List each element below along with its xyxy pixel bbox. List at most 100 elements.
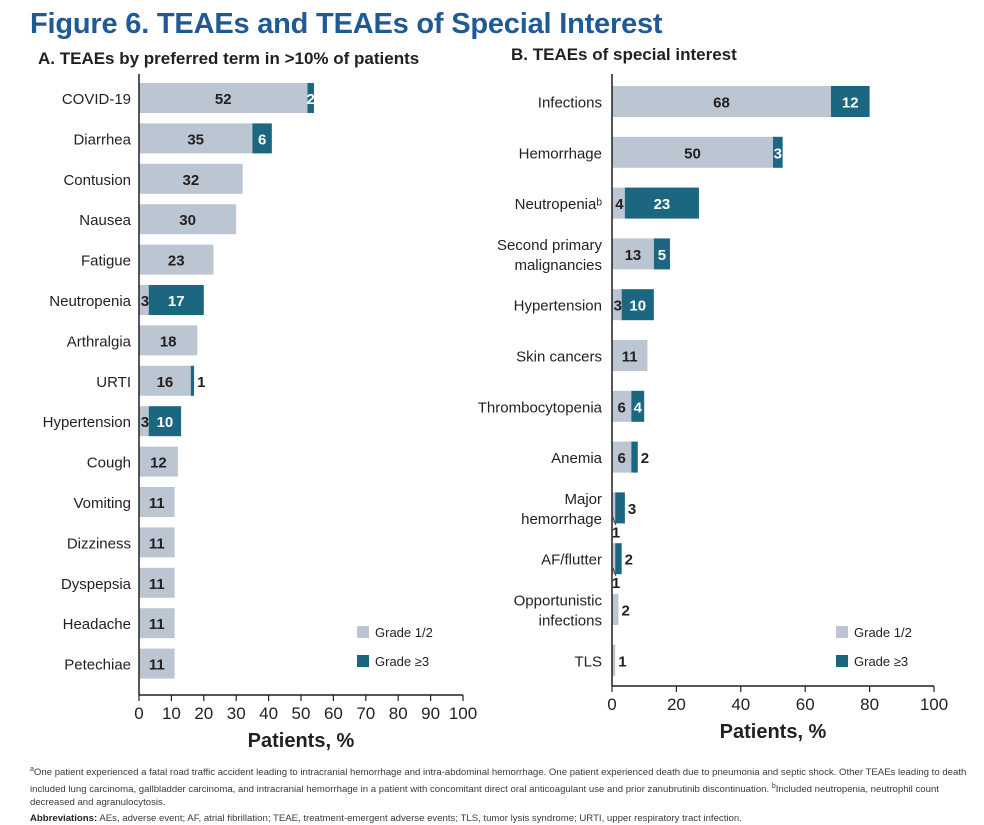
x-tick-label: 40 (731, 695, 750, 714)
bar-row: Contusion 32 (63, 163, 243, 194)
bar-grade3 (615, 543, 622, 575)
legend: Grade 1/2 Grade ≥3 (357, 625, 433, 669)
bar-row: Dizziness 11 (67, 527, 175, 558)
category-label: Nausea (79, 212, 131, 229)
bar-grade12 (612, 492, 616, 524)
x-tick-label: 60 (796, 695, 815, 714)
value-label-grade12: 11 (149, 616, 165, 633)
value-label-grade12: 18 (160, 333, 177, 350)
bar-row: Petechiae 11 (64, 648, 175, 679)
value-label-grade12: 3 (141, 293, 149, 310)
legend-label-grade12: Grade 1/2 (375, 625, 433, 640)
bar-row: Fatigue 23 (81, 244, 214, 275)
value-label-grade12: 4 (615, 196, 624, 213)
bar-grade12 (612, 644, 616, 676)
bar-row: Nausea 30 (79, 204, 237, 235)
bar-grade12 (139, 204, 237, 235)
value-label-grade3: 10 (629, 298, 646, 315)
category-label: Major hemorrhage (521, 491, 602, 528)
bar-grade3 (773, 136, 783, 168)
leader-line (612, 568, 617, 577)
bar-row: Vomiting 11 (73, 487, 175, 517)
bar-grade3 (830, 86, 870, 117)
figure-charts: A. TEAEs by preferred term in >10% of pa… (38, 45, 948, 752)
category-label: Neutropeniaᵇ (515, 196, 603, 213)
value-label-grade3: 2 (625, 552, 633, 569)
legend-label-grade3: Grade ≥3 (854, 654, 908, 669)
bar-row: Skin cancers 11 (516, 340, 648, 371)
legend-swatch-grade12 (357, 626, 369, 638)
abbreviations-text: AEs, adverse event; AF, atrial fibrillat… (99, 812, 742, 824)
bar-grade12 (139, 244, 214, 275)
category-label: Neutropenia (49, 293, 131, 310)
value-label-grade12: 12 (150, 455, 167, 472)
value-label-grade12: 50 (684, 145, 701, 162)
value-label-grade12: 68 (713, 95, 730, 112)
panel-a-chart: A. TEAEs by preferred term in >10% of pa… (38, 49, 477, 752)
bar-grade12 (139, 325, 198, 356)
value-label-grade12: 30 (179, 212, 196, 229)
x-tick-label: 60 (324, 704, 343, 723)
bar-grade12 (139, 527, 175, 558)
figure-title: Figure 6. TEAEs and TEAEs of Special Int… (30, 8, 663, 40)
bar-row: Opportunistic infections 2 (514, 593, 630, 630)
value-label-grade3: 4 (634, 399, 643, 416)
bar-grade12 (139, 123, 253, 154)
footnote-b-text: Included neutropenia, neutrophil count d… (30, 783, 939, 809)
value-label-grade12: 6 (617, 450, 625, 467)
value-label-grade12: 23 (168, 253, 185, 270)
leader-line (612, 517, 617, 526)
bar-grade3 (631, 390, 645, 422)
x-tick-label: 10 (162, 704, 181, 723)
value-label-grade12: 32 (182, 172, 199, 189)
category-label: Hemorrhage (519, 145, 602, 162)
x-tick-label: 80 (860, 695, 879, 714)
panel-b-chart: B. TEAEs of special interest Infections 6… (478, 45, 948, 743)
bar-grade12 (612, 86, 831, 117)
bar-row: Neutropenia 3 17 (49, 285, 204, 315)
category-label: Thrombocytopenia (478, 399, 603, 416)
category-label: Arthralgia (67, 333, 132, 350)
bar-grade3 (653, 238, 670, 270)
bar-row: Second primary malignancies 13 5 (497, 237, 670, 274)
value-label-grade3: 2 (307, 91, 315, 108)
value-label-grade12: 16 (157, 374, 174, 391)
bar-grade12 (139, 648, 175, 679)
bar-grade12 (139, 83, 308, 113)
category-label: Anemia (551, 450, 603, 467)
x-tick-label: 20 (667, 695, 686, 714)
bar-grade12 (139, 163, 243, 194)
footnote-a-marker: a (30, 766, 34, 773)
bar-grade12 (139, 487, 175, 517)
value-label-grade12: 1 (618, 653, 626, 670)
x-tick-label: 70 (356, 704, 375, 723)
value-label-grade3: 10 (157, 414, 174, 431)
bar-grade12 (612, 390, 632, 422)
category-label: Headache (63, 616, 131, 633)
bar-grade3 (148, 406, 182, 437)
bar-row: Infections 68 12 (538, 86, 870, 117)
bar-row: Cough 12 (87, 446, 178, 477)
value-label-grade12: 11 (149, 576, 165, 593)
bar-grade3 (631, 441, 638, 473)
bar-row: AF/flutter 12 (541, 543, 633, 592)
bar-grade12 (612, 187, 625, 219)
bar-grade12 (612, 238, 654, 270)
value-label-grade3: 3 (774, 145, 782, 162)
value-label-grade3: 12 (842, 95, 859, 112)
category-label: Diarrhea (73, 131, 131, 148)
bar-row: COVID-19 52 2 (62, 83, 315, 113)
value-label-grade3: 1 (197, 374, 205, 391)
category-label: TLS (574, 653, 602, 670)
value-label-grade3: 17 (168, 293, 185, 310)
bar-grade3 (307, 83, 314, 113)
bar-grade12 (612, 289, 622, 321)
category-label: URTI (96, 374, 131, 391)
value-label-grade3: 3 (628, 501, 636, 518)
category-label: COVID-19 (62, 91, 131, 108)
value-label-grade12: 52 (215, 91, 232, 108)
bar-grade12 (612, 594, 619, 625)
x-tick-label: 20 (194, 704, 213, 723)
bar-grade12 (612, 340, 648, 371)
bar-grade3 (624, 187, 699, 219)
